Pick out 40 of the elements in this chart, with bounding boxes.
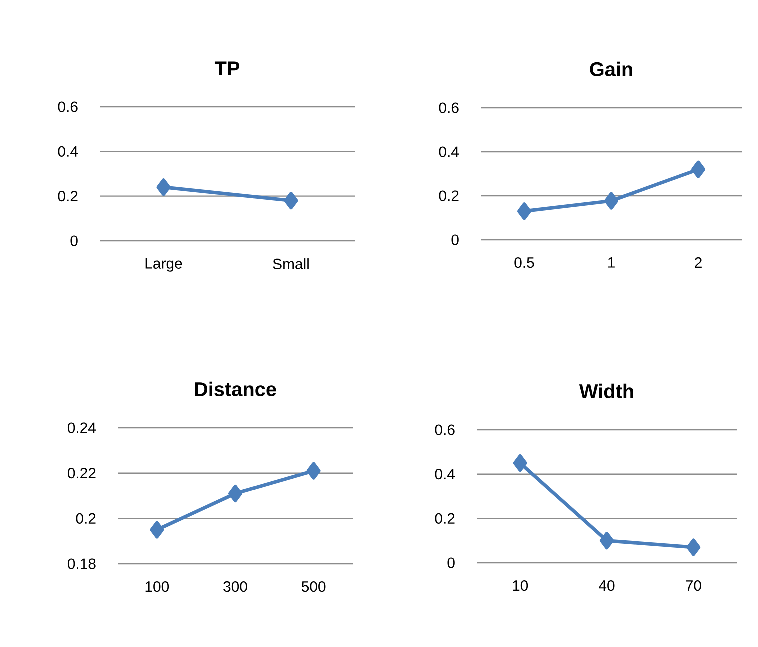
y-tick-label: 0.4 xyxy=(58,146,78,157)
y-tick-label: 0 xyxy=(448,558,455,568)
y-tick-label: 0.6 xyxy=(58,102,78,112)
point xyxy=(600,532,614,550)
point xyxy=(150,521,164,539)
point xyxy=(306,462,321,480)
point xyxy=(604,192,619,210)
y-tick-label: 0.2 xyxy=(439,190,459,202)
y-tick-label: 0 xyxy=(452,234,459,246)
x-tick-label: 40 xyxy=(599,580,615,592)
chart-title: Gain xyxy=(590,62,632,77)
x-tick-label: 100 xyxy=(146,582,170,592)
x-tick-label: Large xyxy=(146,258,182,272)
y-tick-label: 0.4 xyxy=(435,469,456,480)
x-tick-label: Small xyxy=(273,258,309,270)
x-tick-label: 300 xyxy=(224,582,248,592)
y-tick-label: 0.6 xyxy=(439,102,459,114)
point xyxy=(686,538,701,556)
chart-title: Distance xyxy=(195,382,276,397)
point xyxy=(513,454,528,472)
x-tick-label: 500 xyxy=(302,582,326,592)
y-tick-label: 0 xyxy=(70,236,78,246)
point xyxy=(692,160,706,178)
x-tick-label: 1 xyxy=(608,258,615,268)
y-tick-label: 0.4 xyxy=(439,146,460,158)
y-tick-label: 0.2 xyxy=(76,513,96,524)
y-tick-label: 0.18 xyxy=(68,558,96,570)
point xyxy=(228,484,243,502)
x-tick-label: 2 xyxy=(695,258,702,268)
y-tick-label: 0.24 xyxy=(68,422,96,434)
x-tick-label: 10 xyxy=(513,580,528,592)
point xyxy=(518,202,532,220)
y-tick-label: 0.22 xyxy=(68,468,96,479)
y-tick-label: 0.6 xyxy=(435,424,455,436)
x-tick-label: 70 xyxy=(686,580,702,592)
x-tick-label: 0.5 xyxy=(514,258,534,268)
chart-title: Width xyxy=(579,384,634,399)
y-tick-label: 0.2 xyxy=(58,191,78,202)
chart-title: TP xyxy=(214,62,240,76)
y-tick-label: 0.2 xyxy=(435,513,455,524)
